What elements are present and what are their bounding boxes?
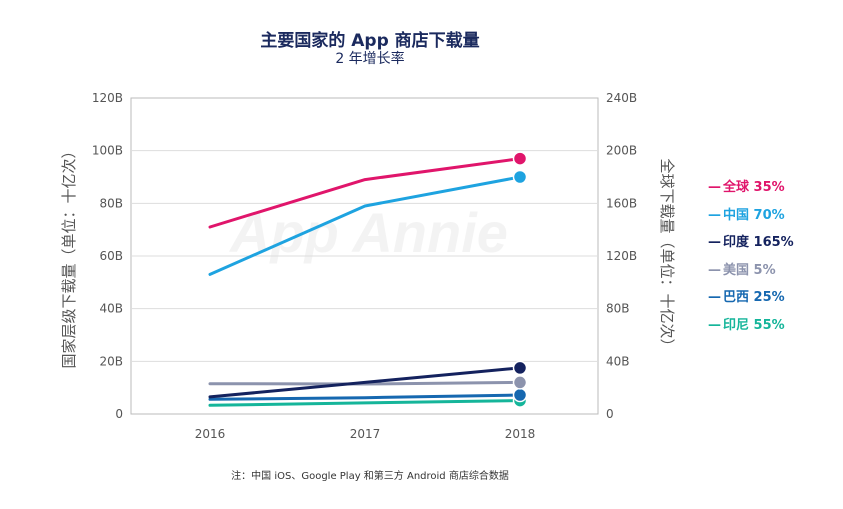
legend-series-name: 巴西 [723, 290, 754, 305]
legend-growth-value: 55% [753, 317, 785, 333]
legend-dash: — [708, 235, 721, 250]
y-tick-label: 40B [99, 302, 123, 316]
y-tick-label: 0 [115, 407, 123, 421]
chart-subtitle: 2 年增长率 [335, 51, 405, 67]
legend-dash: — [708, 317, 721, 333]
series-line [208, 393, 522, 401]
legend-growth-value: 5% [753, 262, 776, 278]
series-endpoint-marker [512, 151, 528, 166]
legend-series-name: 印度 [723, 235, 754, 250]
y-tick-label: 60B [99, 249, 123, 263]
legend-item: — 全球 35% [708, 178, 794, 206]
legend-dash: — [708, 207, 721, 223]
y2-tick-label: 200B [606, 144, 637, 158]
y2-tick-label: 0 [606, 407, 614, 421]
x-tick-label: 2017 [350, 427, 381, 441]
y2-tick-label: 80B [606, 302, 630, 316]
watermark: App Annie [230, 200, 508, 265]
footnote: 注：中国 iOS、Google Play 和第三方 Android 商店综合数据 [231, 471, 509, 482]
series-line [208, 157, 522, 229]
legend-item: — 美国 5% [708, 261, 794, 289]
legend-growth-value: 35% [753, 180, 785, 195]
y-tick-label: 20B [99, 354, 123, 368]
legend-series-name: 中国 [723, 207, 754, 223]
y2-tick-label: 40B [606, 354, 630, 368]
series-endpoint-marker [512, 375, 528, 390]
legend-item: — 中国 70% [708, 206, 794, 234]
legend-item: — 印尼 55% [708, 316, 794, 344]
legend-growth-value: 165% [753, 235, 794, 250]
chart-title: 主要国家的 App 商店下载量 [260, 31, 480, 51]
legend-growth-value: 25% [753, 290, 785, 305]
y2-tick-label: 160B [606, 196, 637, 210]
series-line [208, 366, 522, 399]
y2-axis-title: 全球下载量（单位：十亿次） [658, 158, 676, 353]
legend-series-name: 印尼 [723, 317, 754, 333]
x-tick-label: 2016 [195, 427, 226, 441]
series-endpoint-marker [512, 169, 528, 185]
series-line [208, 380, 522, 386]
legend-series-name: 美国 [723, 262, 754, 278]
legend-dash: — [708, 290, 721, 305]
legend-item: — 巴西 25% [708, 288, 794, 316]
legend-dash: — [708, 262, 721, 278]
legend-dash: — [708, 180, 721, 195]
legend-series-name: 全球 [723, 180, 754, 195]
y-tick-label: 120B [92, 91, 123, 105]
y-axis-title: 国家层级下载量（单位：十亿次） [60, 143, 78, 368]
y-tick-label: 80B [99, 196, 123, 210]
series-line [208, 399, 522, 407]
y2-tick-label: 240B [606, 91, 637, 105]
legend-growth-value: 70% [753, 207, 785, 223]
y-tick-label: 100B [92, 144, 123, 158]
legend-item: — 印度 165% [708, 233, 794, 261]
legend: — 全球 35% — 中国 70% — 印度 165% — 美国 5% — 巴西 25% — 印尼 5… [708, 178, 794, 343]
y2-tick-label: 120B [606, 249, 637, 263]
x-tick-label: 2018 [505, 427, 536, 441]
series-line [208, 175, 522, 276]
series-endpoint-marker [512, 387, 528, 403]
series-endpoint-marker [512, 360, 528, 376]
